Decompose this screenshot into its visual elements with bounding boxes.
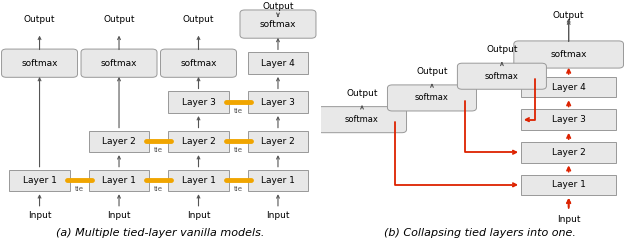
Text: Input: Input [108,211,131,220]
Text: Layer 4: Layer 4 [552,83,586,92]
FancyBboxPatch shape [521,174,616,195]
Text: (a) Multiple tied-layer vanilla models.: (a) Multiple tied-layer vanilla models. [56,228,264,238]
Text: Layer 2: Layer 2 [552,148,586,157]
Text: Output: Output [103,15,135,24]
FancyBboxPatch shape [387,85,476,111]
Text: softmax: softmax [180,59,217,68]
Text: Layer 1: Layer 1 [22,176,56,185]
Text: tie: tie [154,186,163,192]
FancyBboxPatch shape [248,92,308,113]
Text: Output: Output [262,2,294,11]
FancyBboxPatch shape [521,142,616,163]
Text: (b) Collapsing tied layers into one.: (b) Collapsing tied layers into one. [384,228,575,238]
Text: Output: Output [416,67,448,76]
Text: Output: Output [553,11,584,20]
Text: tie: tie [234,147,243,153]
Text: Output: Output [183,15,214,24]
FancyBboxPatch shape [458,63,547,89]
Text: Input: Input [28,211,51,220]
Text: tie: tie [234,186,243,192]
Text: Input: Input [187,211,211,220]
Text: Layer 1: Layer 1 [102,176,136,185]
FancyBboxPatch shape [521,109,616,130]
Text: Layer 1: Layer 1 [552,180,586,189]
Text: softmax: softmax [260,20,296,29]
Text: tie: tie [234,108,243,114]
Text: Layer 3: Layer 3 [182,98,216,107]
Text: Layer 1: Layer 1 [261,176,295,185]
FancyBboxPatch shape [514,41,623,68]
Text: tie: tie [75,186,84,192]
FancyBboxPatch shape [168,170,228,191]
FancyBboxPatch shape [168,92,228,113]
Text: softmax: softmax [485,72,519,81]
FancyBboxPatch shape [240,10,316,38]
FancyBboxPatch shape [168,130,228,152]
Text: Layer 4: Layer 4 [261,59,295,68]
Text: softmax: softmax [550,50,587,59]
FancyBboxPatch shape [521,77,616,98]
Text: Output: Output [486,45,518,54]
Text: Layer 1: Layer 1 [182,176,216,185]
FancyBboxPatch shape [248,170,308,191]
FancyBboxPatch shape [248,52,308,74]
FancyBboxPatch shape [1,49,77,77]
Text: Layer 2: Layer 2 [102,137,136,146]
Text: Input: Input [266,211,290,220]
Text: Layer 3: Layer 3 [261,98,295,107]
Text: Input: Input [557,215,580,224]
Text: softmax: softmax [100,59,137,68]
Text: tie: tie [154,147,163,153]
Text: Layer 2: Layer 2 [182,137,216,146]
Text: Output: Output [24,15,55,24]
Text: Layer 3: Layer 3 [552,115,586,124]
Text: Layer 2: Layer 2 [261,137,295,146]
Text: softmax: softmax [345,115,379,124]
FancyBboxPatch shape [81,49,157,77]
Text: softmax: softmax [415,93,449,103]
FancyBboxPatch shape [89,170,149,191]
FancyBboxPatch shape [89,130,149,152]
Text: softmax: softmax [21,59,58,68]
Text: Output: Output [346,89,378,98]
FancyBboxPatch shape [317,107,406,133]
FancyBboxPatch shape [161,49,237,77]
FancyBboxPatch shape [248,130,308,152]
FancyBboxPatch shape [10,170,70,191]
